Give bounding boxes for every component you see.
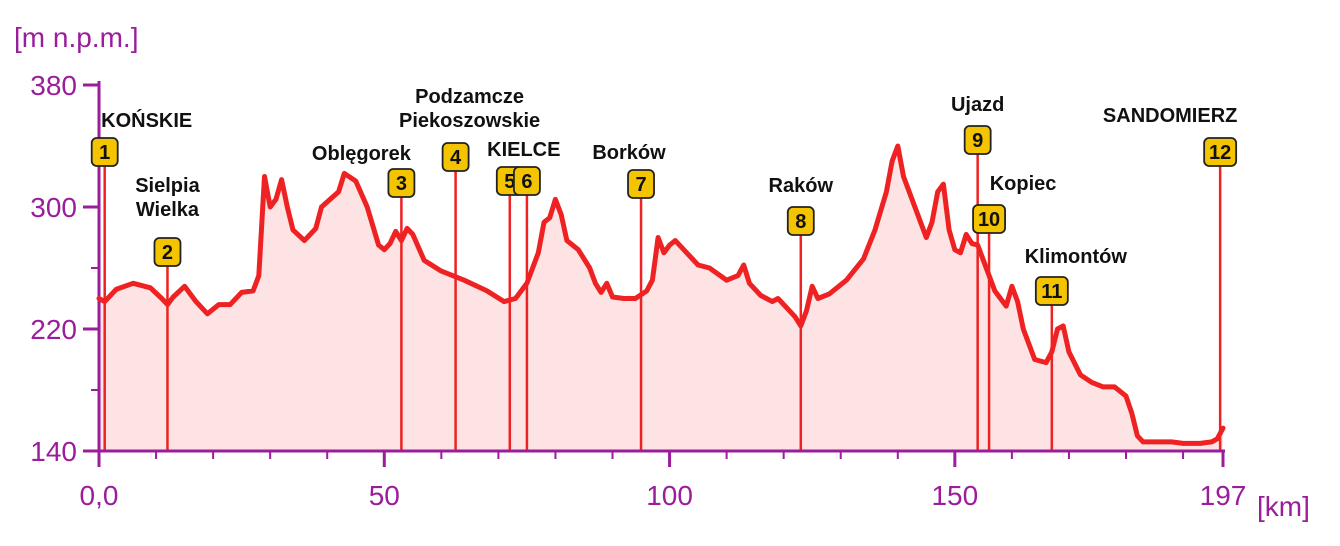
marker-badge	[972, 204, 1006, 234]
y-tick-label: 220	[30, 314, 77, 345]
marker-number: 4	[450, 147, 462, 169]
x-tick-label: 197	[1200, 480, 1247, 511]
marker-number: 11	[1041, 281, 1062, 303]
marker-badge	[441, 142, 470, 172]
marker-badge	[627, 169, 655, 199]
marker-badge	[1203, 137, 1238, 167]
profile-area-layer	[99, 146, 1223, 451]
place-label: Ujazd	[951, 94, 1004, 116]
marker-badge	[1034, 276, 1069, 306]
marker-number: 7	[635, 174, 646, 196]
x-tick-label: 150	[931, 480, 978, 511]
place-label: Kopiec	[990, 173, 1057, 195]
x-tick-label: 50	[369, 480, 400, 511]
place-label: SANDOMIERZ	[1103, 105, 1237, 127]
marker-lines-layer	[103, 154, 1222, 451]
marker-badge	[387, 168, 416, 198]
marker-number: 6	[521, 171, 532, 193]
marker-badge	[90, 137, 119, 167]
place-label: Sielpia	[135, 175, 200, 197]
marker-badge	[786, 206, 815, 236]
marker-number: 10	[978, 209, 1000, 231]
place-label: Wielka	[136, 199, 200, 221]
y-tick-label: 380	[30, 70, 77, 101]
marker-number: 8	[795, 211, 806, 233]
marker-number: 5	[504, 171, 515, 193]
place-label: Podzamcze	[415, 86, 524, 108]
marker-number: 12	[1209, 142, 1231, 164]
x-axis-unit-label: [km]	[1257, 491, 1310, 522]
marker-number: 2	[162, 242, 173, 264]
marker-number: 1	[99, 142, 110, 164]
y-tick-label: 140	[30, 436, 77, 467]
marker-badge	[513, 166, 541, 196]
marker-badge	[153, 237, 182, 267]
place-label: Klimontów	[1025, 246, 1128, 268]
place-label: Borków	[592, 142, 666, 164]
x-tick-label: 0,0	[80, 480, 119, 511]
profile-area	[99, 146, 1223, 451]
marker-number: 3	[396, 173, 407, 195]
marker-number: 9	[972, 130, 983, 152]
place-label: Piekoszowskie	[399, 110, 540, 132]
place-label: Oblęgorek	[312, 143, 412, 165]
y-tick-label: 300	[30, 192, 77, 223]
x-tick-label: 100	[646, 480, 693, 511]
place-label: KOŃSKIE	[101, 109, 192, 132]
profile-line	[96, 143, 1226, 446]
marker-badge	[963, 125, 992, 155]
y-axis-unit-label: [m n.p.m.]	[14, 22, 138, 53]
profile-line-layer	[96, 143, 1226, 446]
place-label: Raków	[769, 175, 834, 197]
place-label: KIELCE	[487, 139, 560, 161]
